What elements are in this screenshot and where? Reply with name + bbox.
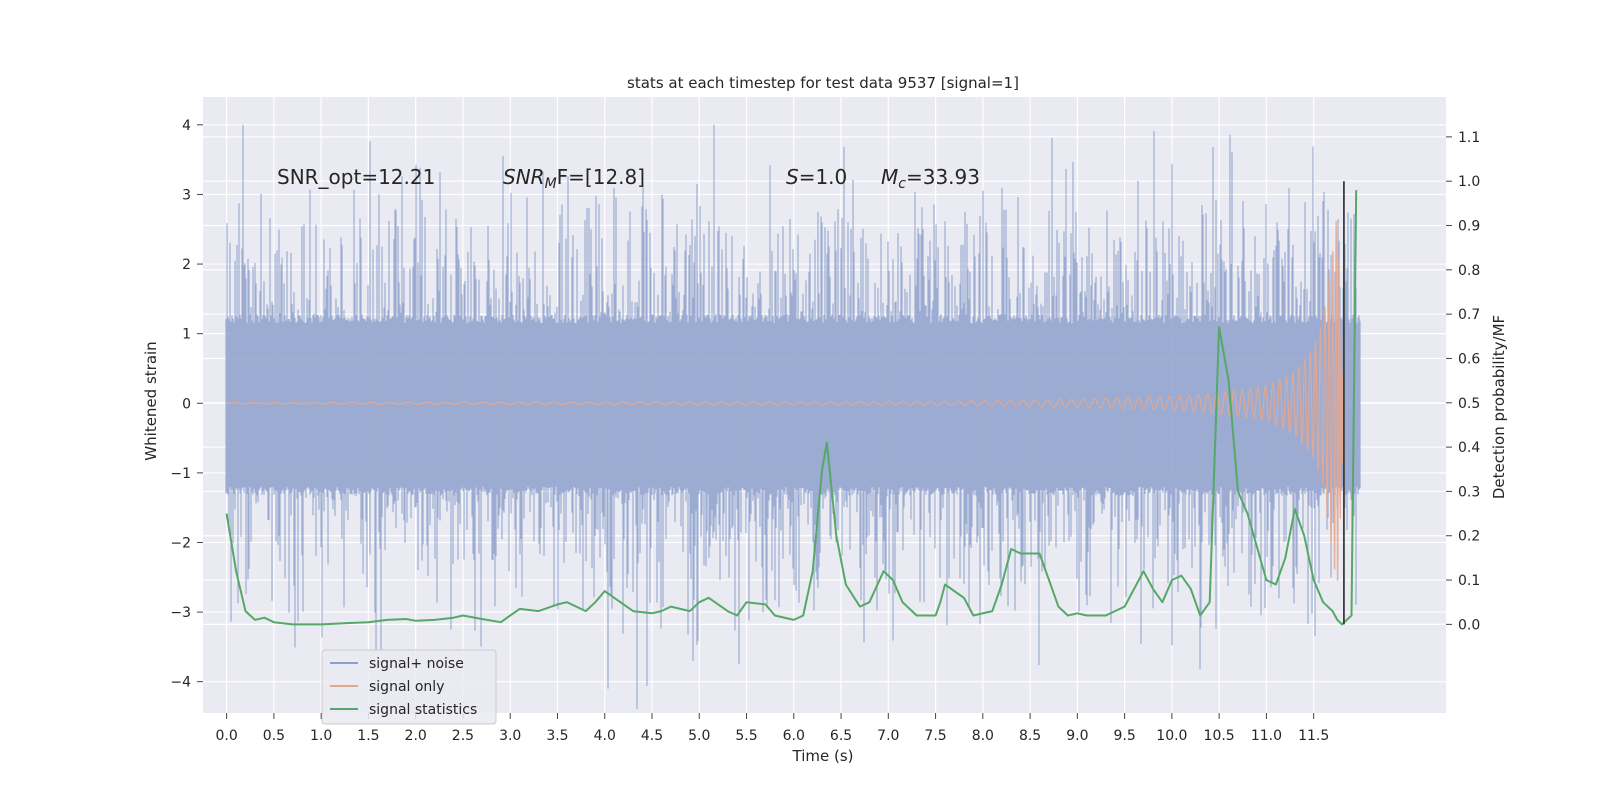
x-tick-label: 3.0 (499, 728, 521, 744)
x-tick-label: 1.0 (310, 728, 332, 744)
x-tick-label: 3.5 (546, 728, 568, 744)
x-tick-label: 11.5 (1298, 728, 1329, 744)
right-y-tick-label: 0.8 (1458, 263, 1480, 279)
x-tick-label: 5.0 (688, 728, 710, 744)
right-y-tick-label: 1.1 (1458, 130, 1480, 146)
x-tick-label: 10.0 (1156, 728, 1187, 744)
x-tick-label: 9.0 (1066, 728, 1088, 744)
x-tick-label: 8.0 (972, 728, 994, 744)
right-y-tick-label: 0.1 (1458, 573, 1480, 589)
legend-label-signal-only: signal only (369, 679, 444, 695)
right-y-tick-label: 0.9 (1458, 219, 1480, 235)
x-tick-label: 4.0 (594, 728, 616, 744)
right-y-tick-label: 0.3 (1458, 484, 1480, 500)
x-tick-label: 7.5 (924, 728, 946, 744)
legend: signal+ noise signal only signal statist… (321, 649, 497, 725)
right-y-axis-ticks: 1.1 1.0 0.9 0.8 0.7 0.6 0.5 0.4 0.3 0.2 0.1 0.0 (1446, 130, 1480, 633)
right-y-tick-label: 0.7 (1458, 307, 1480, 323)
annotation-snr-mf: SNRMF=[12.8] (503, 165, 645, 192)
y-tick-label: 2 (182, 257, 191, 273)
annotation-s: S=1.0 (786, 165, 847, 189)
y-tick-label: −2 (170, 535, 191, 551)
x-tick-label: 7.0 (877, 728, 899, 744)
series-signal-only (226, 220, 1345, 581)
annotation-mc: Mc=33.93 (881, 165, 980, 192)
right-y-tick-label: 0.6 (1458, 351, 1480, 367)
y-tick-label: 4 (182, 118, 191, 134)
legend-box (321, 649, 497, 725)
y-tick-label: 0 (182, 396, 191, 412)
legend-label-signal-statistics: signal statistics (369, 702, 477, 718)
right-y-tick-label: 0.4 (1458, 440, 1480, 456)
signal-only-trace (226, 220, 1345, 581)
y-tick-label: 3 (182, 187, 191, 203)
x-tick-label: 4.5 (641, 728, 663, 744)
chart-title: stats at each timestep for test data 953… (627, 74, 1019, 92)
y-tick-label: −3 (170, 605, 191, 621)
right-y-tick-label: 1.0 (1458, 174, 1480, 190)
x-tick-label: 10.5 (1204, 728, 1235, 744)
legend-label-signal-plus-noise: signal+ noise (369, 656, 464, 672)
x-axis-ticks: 0.0 0.5 1.0 1.5 2.0 2.5 3.0 3.5 4.0 4.5 5.0 5.5 6.0 6… (215, 713, 1329, 744)
x-tick-label: 9.5 (1113, 728, 1135, 744)
x-tick-label: 2.0 (405, 728, 427, 744)
right-y-tick-label: 0.2 (1458, 529, 1480, 545)
annotation-snr-opt: SNR_opt=12.21 (277, 165, 435, 189)
x-tick-label: 5.5 (735, 728, 757, 744)
x-tick-label: 8.5 (1019, 728, 1041, 744)
x-tick-label: 6.5 (830, 728, 852, 744)
y-tick-label: −1 (170, 466, 191, 482)
right-y-tick-label: 0.0 (1458, 617, 1480, 633)
y-tick-label: 1 (182, 327, 191, 343)
y-tick-label: −4 (170, 675, 191, 691)
x-tick-label: 0.0 (215, 728, 237, 744)
x-tick-label: 0.5 (263, 728, 285, 744)
right-y-tick-label: 0.5 (1458, 396, 1480, 412)
series-signal-statistics (225, 190, 1358, 626)
right-y-axis-label: Detection probability/MF (1490, 315, 1508, 499)
x-tick-label: 11.0 (1251, 728, 1282, 744)
y-axis-ticks: 4 3 2 1 0 −1 −2 −3 −4 (170, 118, 203, 691)
signal-statistics-trace (225, 190, 1358, 626)
x-tick-label: 1.5 (357, 728, 379, 744)
x-tick-label: 6.0 (783, 728, 805, 744)
x-axis-label: Time (s) (792, 747, 854, 765)
x-tick-label: 2.5 (452, 728, 474, 744)
y-axis-label: Whitened strain (142, 341, 160, 460)
